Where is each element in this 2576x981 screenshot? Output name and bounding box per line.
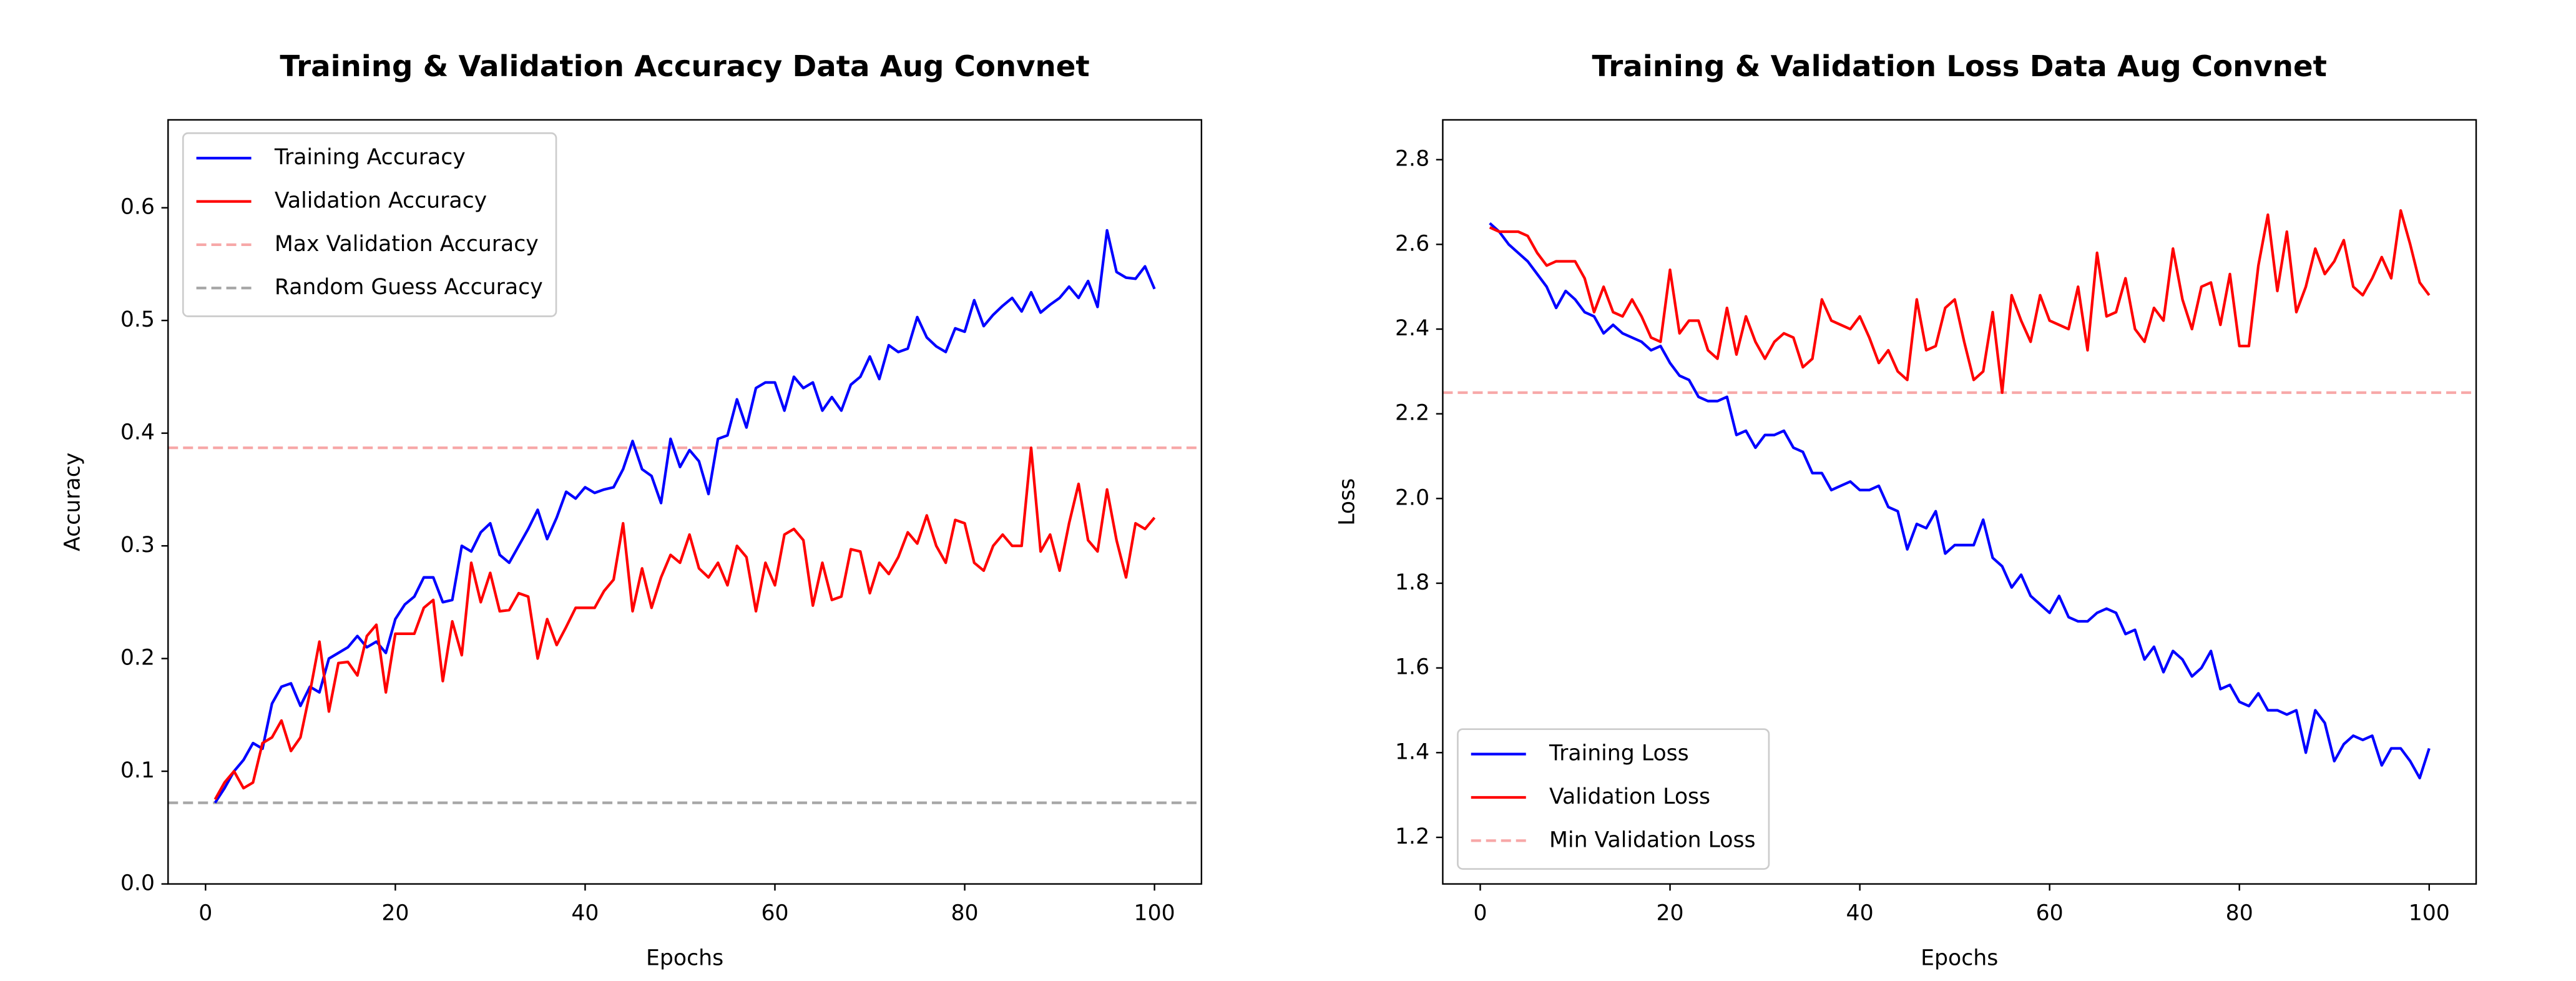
plot-frame <box>167 119 1203 885</box>
x-tick-label: 20 <box>381 901 409 926</box>
y-tick-label: 1.8 <box>1395 570 1429 595</box>
x-tick-label: 0 <box>1473 901 1487 926</box>
x-tick-label: 40 <box>1846 901 1874 926</box>
y-tick-label: 2.6 <box>1395 231 1429 256</box>
y-tick-label: 1.4 <box>1395 739 1429 764</box>
series-line <box>1489 209 2431 394</box>
legend-label: Min Validation Loss <box>1549 827 1756 852</box>
y-tick-label: 2.2 <box>1395 401 1429 426</box>
chart-title: Training & Validation Loss Data Aug Conv… <box>1592 50 2327 84</box>
legend-box <box>1457 728 1770 870</box>
y-tick-label: 2.4 <box>1395 316 1429 341</box>
x-tick-label: 80 <box>951 901 979 926</box>
x-axis-label: Epochs <box>646 946 723 971</box>
legend-label: Random Guess Accuracy <box>275 275 543 300</box>
legend-label: Max Validation Accuracy <box>275 232 539 257</box>
y-tick-label: 0.5 <box>120 307 155 332</box>
legend-label: Validation Accuracy <box>275 189 487 214</box>
legend-label: Validation Loss <box>1549 784 1710 809</box>
x-tick-label: 0 <box>198 901 212 926</box>
y-tick-label: 0.2 <box>120 646 155 671</box>
legend-box <box>182 132 557 317</box>
legend-label: Training Accuracy <box>274 145 466 170</box>
legend-label: Training Loss <box>1549 741 1689 766</box>
y-tick-label: 0.1 <box>120 758 155 783</box>
y-axis-label: Loss <box>1335 478 1359 526</box>
y-tick-label: 0.6 <box>120 195 155 220</box>
plot-frame <box>1442 119 2477 885</box>
y-tick-label: 0.4 <box>120 420 155 445</box>
x-tick-label: 100 <box>2409 901 2450 926</box>
y-tick-label: 0.3 <box>120 533 155 558</box>
series-line <box>213 446 1156 801</box>
y-axis-label: Accuracy <box>60 453 85 551</box>
x-tick-label: 60 <box>761 901 788 926</box>
legend: Training Accuracy Validation Accuracy Max … <box>182 132 557 317</box>
x-axis-label: Epochs <box>1921 946 1998 971</box>
series-line <box>213 229 1156 804</box>
x-tick-label: 100 <box>1134 901 1175 926</box>
y-tick-label: 0.0 <box>120 871 155 896</box>
x-tick-label: 20 <box>1657 901 1684 926</box>
chart-title: Training & Validation Accuracy Data Aug … <box>280 50 1089 84</box>
y-tick-label: 2.0 <box>1395 485 1429 510</box>
y-tick-label: 1.2 <box>1395 824 1429 849</box>
y-tick-label: 2.8 <box>1395 147 1429 172</box>
x-tick-label: 60 <box>2036 901 2064 926</box>
series-line <box>1489 222 2431 780</box>
x-tick-label: 80 <box>2226 901 2253 926</box>
x-tick-label: 40 <box>571 901 599 926</box>
legend: Training Loss Validation Loss Min Validati… <box>1457 728 1770 870</box>
y-tick-label: 1.6 <box>1395 655 1429 680</box>
